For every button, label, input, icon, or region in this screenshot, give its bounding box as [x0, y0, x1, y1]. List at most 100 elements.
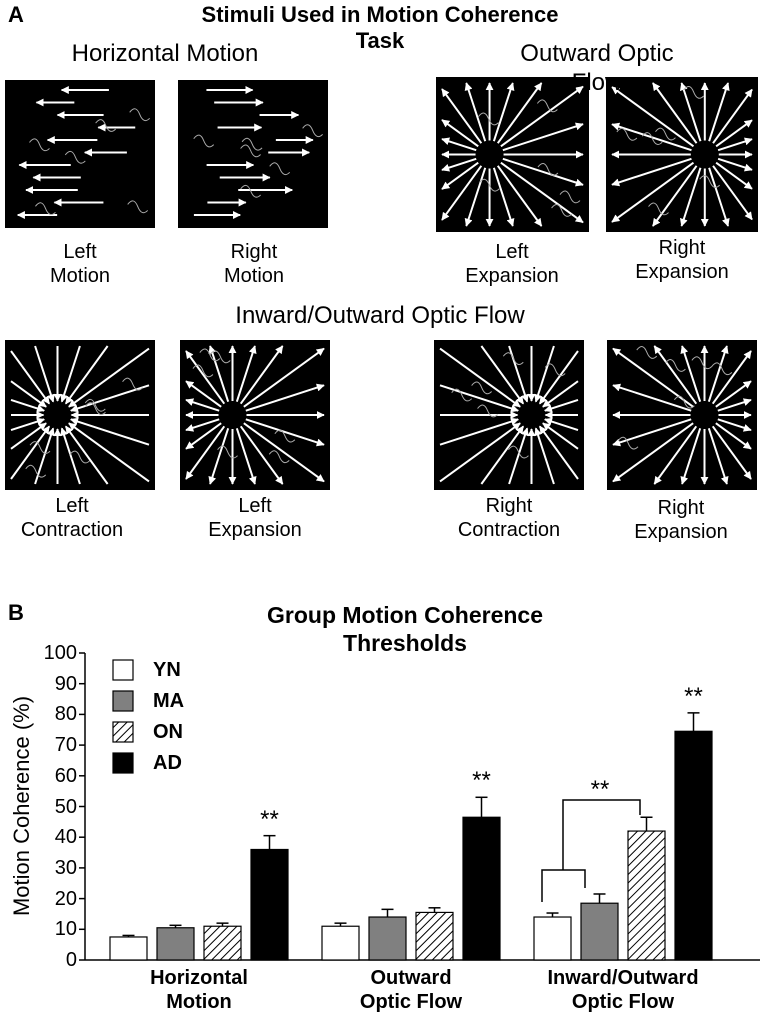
legend-swatch — [112, 721, 134, 743]
motion-arrow — [235, 428, 257, 485]
stimulus-image — [5, 80, 155, 228]
motion-arrow — [508, 427, 529, 485]
motion-arrow — [717, 137, 753, 152]
noise-dot-trail — [199, 348, 221, 362]
motion-arrow — [717, 398, 752, 412]
noise-dot-trail — [268, 450, 290, 464]
motion-arrow — [500, 85, 584, 148]
motion-arrow — [712, 165, 753, 221]
y-tick-label: 10 — [54, 918, 77, 941]
bar — [368, 916, 407, 961]
noise-dot-trail — [95, 119, 116, 132]
noise-dot-trail — [240, 184, 262, 198]
motion-arrow — [611, 86, 695, 148]
noise-dot-trail — [85, 402, 106, 416]
motion-arrow — [10, 380, 47, 408]
noise-dot-trail — [269, 162, 291, 176]
motion-arrow — [10, 422, 47, 450]
y-tick-label: 40 — [54, 826, 77, 849]
noise-dot-trail — [508, 445, 529, 459]
motion-arrow — [441, 157, 477, 172]
motion-arrow — [711, 425, 752, 480]
motion-arrow — [185, 398, 220, 412]
motion-arrow — [239, 345, 284, 405]
chart-title: Group Motion Coherence Thresholds — [267, 602, 543, 656]
motion-arrow — [496, 165, 543, 227]
noise-dot-trail — [274, 429, 296, 443]
noise-dot-trail — [673, 395, 695, 409]
motion-arrow — [708, 82, 730, 142]
noise-dot-trail — [451, 388, 473, 402]
bar — [580, 902, 619, 961]
noise-dot-trail — [655, 127, 676, 141]
noise-dot-trail — [536, 99, 558, 113]
motion-arrow — [679, 82, 702, 142]
legend-swatch — [112, 690, 134, 712]
noise-dot-trail — [69, 450, 91, 464]
motion-arrow — [502, 122, 584, 152]
noise-dot-trail — [699, 175, 721, 188]
motion-arrow — [439, 422, 521, 483]
significance-label: ** — [684, 682, 703, 710]
motion-arrow — [441, 119, 479, 148]
motion-arrow — [10, 398, 45, 413]
motion-arrow — [707, 345, 729, 402]
motion-arrow — [544, 417, 579, 432]
motion-arrow — [500, 161, 584, 224]
motion-arrow — [679, 167, 702, 227]
motion-arrow — [185, 425, 226, 480]
noise-dot-trail — [616, 127, 638, 141]
motion-arrow — [707, 428, 729, 485]
motion-arrow — [70, 417, 150, 446]
bar — [109, 936, 148, 961]
noise-dot-trail — [711, 362, 733, 376]
noise-dot-trail — [302, 124, 323, 138]
motion-arrow — [612, 422, 694, 483]
stimulus-image — [436, 77, 589, 232]
stimulus-caption: Right Expansion — [635, 237, 729, 283]
motion-arrow — [64, 345, 109, 405]
x-tick-label: Outward Optic Flow — [359, 967, 463, 1013]
motion-arrow — [502, 157, 584, 187]
group-title: Inward/Outward Optic Flow — [235, 302, 525, 329]
legend-label: AD — [153, 752, 182, 774]
motion-arrow — [439, 384, 519, 413]
stimulus-image — [607, 340, 757, 490]
motion-arrow — [611, 161, 695, 223]
bar — [462, 816, 501, 961]
y-tick-label: 20 — [54, 887, 77, 910]
motion-arrow — [715, 161, 753, 190]
noise-dot-trail — [478, 178, 500, 192]
motion-arrow — [712, 88, 753, 144]
bar — [627, 830, 666, 961]
motion-arrow — [439, 417, 519, 446]
bar — [156, 927, 195, 961]
motion-arrow — [717, 418, 752, 432]
stimulus-caption: Left Expansion — [208, 495, 302, 541]
noise-dot-trail — [502, 352, 524, 365]
noise-dot-trail — [648, 202, 669, 216]
noise-dot-trail — [617, 436, 639, 450]
motion-arrow — [245, 418, 325, 447]
legend-swatch — [112, 659, 134, 681]
group-title: Outward Optic Flow — [520, 40, 674, 96]
motion-arrow — [464, 167, 487, 227]
panel-title: Stimuli Used in Motion Coherence Task — [201, 2, 559, 54]
y-tick-label: 70 — [54, 734, 77, 757]
motion-arrow — [185, 380, 222, 408]
motion-arrow — [10, 425, 51, 480]
motion-arrow — [441, 161, 479, 190]
y-tick-label: 50 — [54, 795, 77, 818]
noise-dot-trail — [544, 363, 566, 377]
legend-label: MA — [153, 690, 185, 712]
panel-label: B — [8, 600, 24, 625]
bar — [674, 730, 713, 961]
noise-dot-trail — [84, 398, 106, 412]
motion-arrow — [243, 347, 325, 408]
motion-arrow — [612, 383, 692, 412]
noise-dot-trail — [559, 190, 581, 204]
motion-arrow — [715, 119, 753, 148]
noise-dot-trail — [193, 134, 215, 148]
noise-dot-trail — [240, 144, 261, 158]
x-tick-label: Inward/Outward Optic Flow — [547, 967, 699, 1013]
